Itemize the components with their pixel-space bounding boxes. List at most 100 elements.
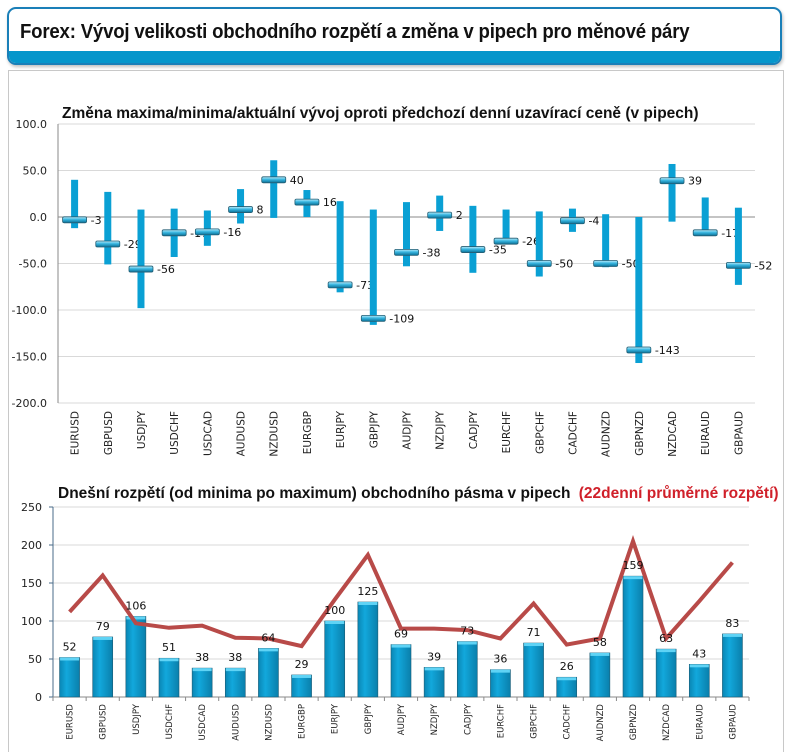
bar-top-highlight	[93, 636, 113, 640]
range-bar	[701, 197, 709, 236]
x-category-label: AUDUSD	[236, 411, 248, 456]
bar-cadjpy	[456, 641, 478, 698]
bar-nzdcad	[655, 648, 677, 698]
bar-euraud	[688, 664, 710, 698]
current-marker	[692, 229, 718, 237]
bar-gbpusd	[92, 636, 114, 698]
hlc-mark-audusd: 8	[228, 189, 264, 224]
current-value-label: -50	[555, 258, 573, 271]
x-category-label: NZDUSD	[264, 704, 274, 741]
bar-value-label: 125	[357, 585, 378, 598]
current-marker	[194, 228, 220, 236]
x-category-label: NZDCAD	[667, 411, 679, 457]
current-value-label: -16	[223, 226, 241, 239]
bar-gbpjpy	[357, 601, 379, 698]
bar-value-label: 29	[295, 658, 309, 671]
bar-eurusd	[59, 657, 80, 698]
current-value-label: -143	[655, 344, 680, 357]
bar-usdchf	[158, 657, 180, 698]
bar-top-highlight	[60, 657, 80, 661]
current-value-label: 2	[456, 209, 463, 222]
current-value-label: -3	[91, 214, 102, 227]
hlc-mark-usdcad: -16	[194, 210, 241, 246]
x-category-label: GBPCHF	[530, 704, 540, 739]
range-bar	[137, 209, 145, 309]
x-category-label: EURJPY	[335, 410, 347, 448]
chart2-title: Dnešní rozpětí (od minima po maximum) ob…	[58, 485, 779, 502]
x-category-label: USDCAD	[202, 411, 214, 456]
x-category-label: EURCHF	[501, 411, 513, 453]
range-bar	[71, 179, 79, 229]
range-bar	[668, 163, 676, 222]
range-bar	[502, 209, 510, 241]
x-category-label: NZDJPY	[435, 410, 447, 449]
hlc-mark-eurusd: -3	[62, 179, 102, 229]
current-value-label: -109	[389, 312, 414, 325]
x-category-label: NZDUSD	[269, 411, 281, 457]
bar-nzdjpy	[423, 667, 445, 698]
x-category-label: CADCHF	[563, 704, 573, 740]
current-marker	[161, 229, 187, 237]
x-category-label: GBPJPY	[368, 410, 380, 448]
bar-eurchf	[490, 669, 511, 698]
chart2-title-main: Dnešní rozpětí (od minima po maximum) ob…	[58, 485, 570, 502]
bar-value-label: 26	[560, 660, 574, 673]
hlc-mark-eurjpy: -73	[327, 201, 374, 293]
bar-gbpchf	[523, 642, 544, 698]
bar-top-highlight	[391, 644, 411, 648]
x-category-label: AUDJPY	[402, 410, 414, 449]
y-tick-label: -50.0	[19, 258, 47, 271]
hlc-mark-cadjpy: -35	[460, 205, 507, 273]
x-category-label: GBPAUD	[728, 704, 738, 740]
current-marker	[228, 206, 253, 213]
bar-top-highlight	[623, 576, 643, 580]
hlc-mark-audjpy: -38	[394, 202, 440, 267]
bar-nzdusd	[258, 648, 279, 698]
current-marker	[593, 260, 619, 267]
page-header: Forex: Vývoj velikosti obchodního rozpět…	[7, 7, 782, 65]
hlc-mark-cadchf: -4	[560, 208, 599, 232]
current-value-label: -56	[157, 263, 175, 276]
bar-value-label: 106	[125, 599, 146, 612]
y-tick-label: -200.0	[12, 397, 47, 410]
current-marker	[460, 246, 486, 253]
x-category-label: EURGBP	[298, 704, 308, 739]
bar-top-highlight	[590, 652, 610, 656]
x-category-label: GBPUSD	[99, 704, 109, 740]
current-marker	[526, 260, 552, 267]
bar-value-label: 51	[162, 641, 176, 654]
hlc-mark-eurgbp: 16	[294, 190, 337, 217]
bar-value-label: 73	[460, 625, 474, 638]
x-category-label: USDJPY	[136, 410, 148, 449]
current-value-label: -4	[588, 215, 599, 228]
range-bar	[535, 211, 543, 277]
current-value-label: -73	[356, 279, 374, 292]
current-value-label: -17	[721, 227, 739, 240]
bar-audjpy	[390, 644, 412, 698]
bar-value-label: 63	[659, 632, 673, 645]
range-bar	[635, 217, 643, 364]
x-category-label: EURCHF	[496, 704, 506, 738]
bar-top-highlight	[292, 674, 312, 678]
current-marker	[95, 240, 121, 248]
x-category-label: USDCHF	[169, 411, 181, 455]
current-marker	[261, 176, 287, 184]
current-marker	[327, 281, 353, 289]
x-category-label: USDCAD	[198, 704, 208, 741]
bar-gbpaud	[722, 633, 743, 698]
range-bar	[270, 160, 278, 218]
bar-top-highlight	[557, 677, 577, 681]
bar-value-label: 159	[623, 559, 644, 572]
hlc-mark-gbpchf: -50	[526, 211, 573, 277]
hlc-mark-eurchf: -26	[493, 209, 540, 248]
bar-top-highlight	[225, 668, 245, 672]
current-marker	[659, 177, 685, 185]
bar-value-label: 64	[261, 631, 275, 644]
bar-value-label: 71	[527, 626, 541, 639]
bar-usdjpy	[125, 616, 147, 698]
bar-top-highlight	[192, 668, 212, 672]
y-tick-label: 0.0	[30, 211, 48, 224]
bar-top-highlight	[424, 667, 444, 671]
x-category-label: GBPJPY	[364, 703, 374, 734]
bar-value-label: 39	[427, 650, 441, 663]
